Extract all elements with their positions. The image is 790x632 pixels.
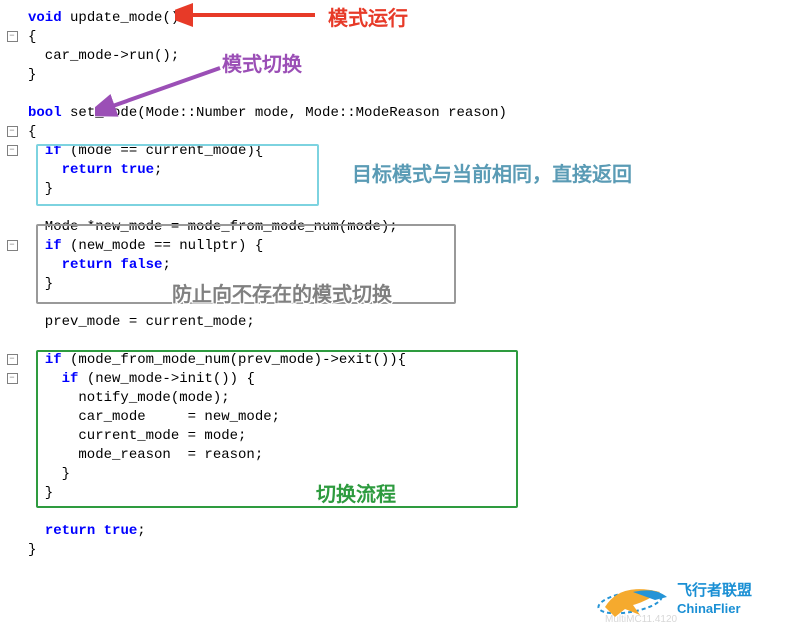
keyword-if: if: [45, 352, 62, 368]
code-text: ;: [137, 523, 145, 539]
keyword-true: true: [104, 523, 138, 539]
code-text: Mode *new_mode = mode_from_mode_num(mode…: [24, 219, 398, 235]
arrow-red: [175, 2, 325, 28]
label-same-mode: 目标模式与当前相同，直接返回: [352, 158, 632, 187]
keyword-return: return: [62, 257, 112, 273]
keyword-false: false: [120, 257, 162, 273]
keyword-if: if: [45, 238, 62, 254]
fold-gutter[interactable]: −: [0, 31, 24, 42]
code-text: update_mode: [62, 10, 163, 26]
code-text: (mode == current_mode){: [62, 143, 264, 159]
logo-brand-cn: 飞行者联盟: [677, 581, 752, 599]
keyword-return: return: [45, 523, 95, 539]
fold-gutter[interactable]: −: [0, 240, 24, 251]
fold-gutter[interactable]: −: [0, 145, 24, 156]
keyword-if: if: [62, 371, 79, 387]
fold-gutter[interactable]: −: [0, 373, 24, 384]
keyword-true: true: [120, 162, 154, 178]
keyword-void: void: [28, 10, 62, 26]
code-text: current_mode = mode;: [24, 428, 246, 444]
code-text: notify_mode(mode);: [24, 390, 230, 406]
keyword-if: if: [45, 143, 62, 159]
code-text: (mode_from_mode_num(prev_mode)->exit()){: [62, 352, 406, 368]
code-text: ;: [162, 257, 170, 273]
code-text: mode_reason = reason;: [24, 447, 263, 463]
logo-brand-en: ChinaFlier: [677, 601, 741, 616]
brace: {: [24, 124, 36, 140]
brace: }: [24, 485, 53, 501]
keyword-return: return: [62, 162, 112, 178]
code-text: car_mode = new_mode;: [24, 409, 280, 425]
watermark-text: MultiMC11.4120: [605, 614, 678, 625]
code-text: ;: [154, 162, 162, 178]
brace: }: [24, 466, 70, 482]
fold-gutter[interactable]: −: [0, 354, 24, 365]
label-switch-flow: 切换流程: [316, 478, 396, 507]
brace: }: [24, 181, 53, 197]
arrow-purple: [95, 60, 235, 120]
code-text: (new_mode == nullptr) {: [62, 238, 264, 254]
brace: }: [24, 276, 53, 292]
label-run-mode: 模式运行: [328, 2, 408, 31]
code-text: (new_mode->init()) {: [78, 371, 254, 387]
brace: {: [24, 29, 36, 45]
code-text: prev_mode = current_mode;: [24, 314, 255, 330]
brace: }: [24, 542, 36, 558]
label-switch-mode: 模式切换: [222, 48, 302, 77]
brace: }: [24, 67, 36, 83]
keyword-bool: bool: [28, 105, 62, 121]
watermark-logo: 飞行者联盟 ChinaFlier MultiMC11.4120: [585, 567, 785, 627]
label-prevent-null: 防止向不存在的模式切换: [172, 278, 392, 307]
fold-gutter[interactable]: −: [0, 126, 24, 137]
